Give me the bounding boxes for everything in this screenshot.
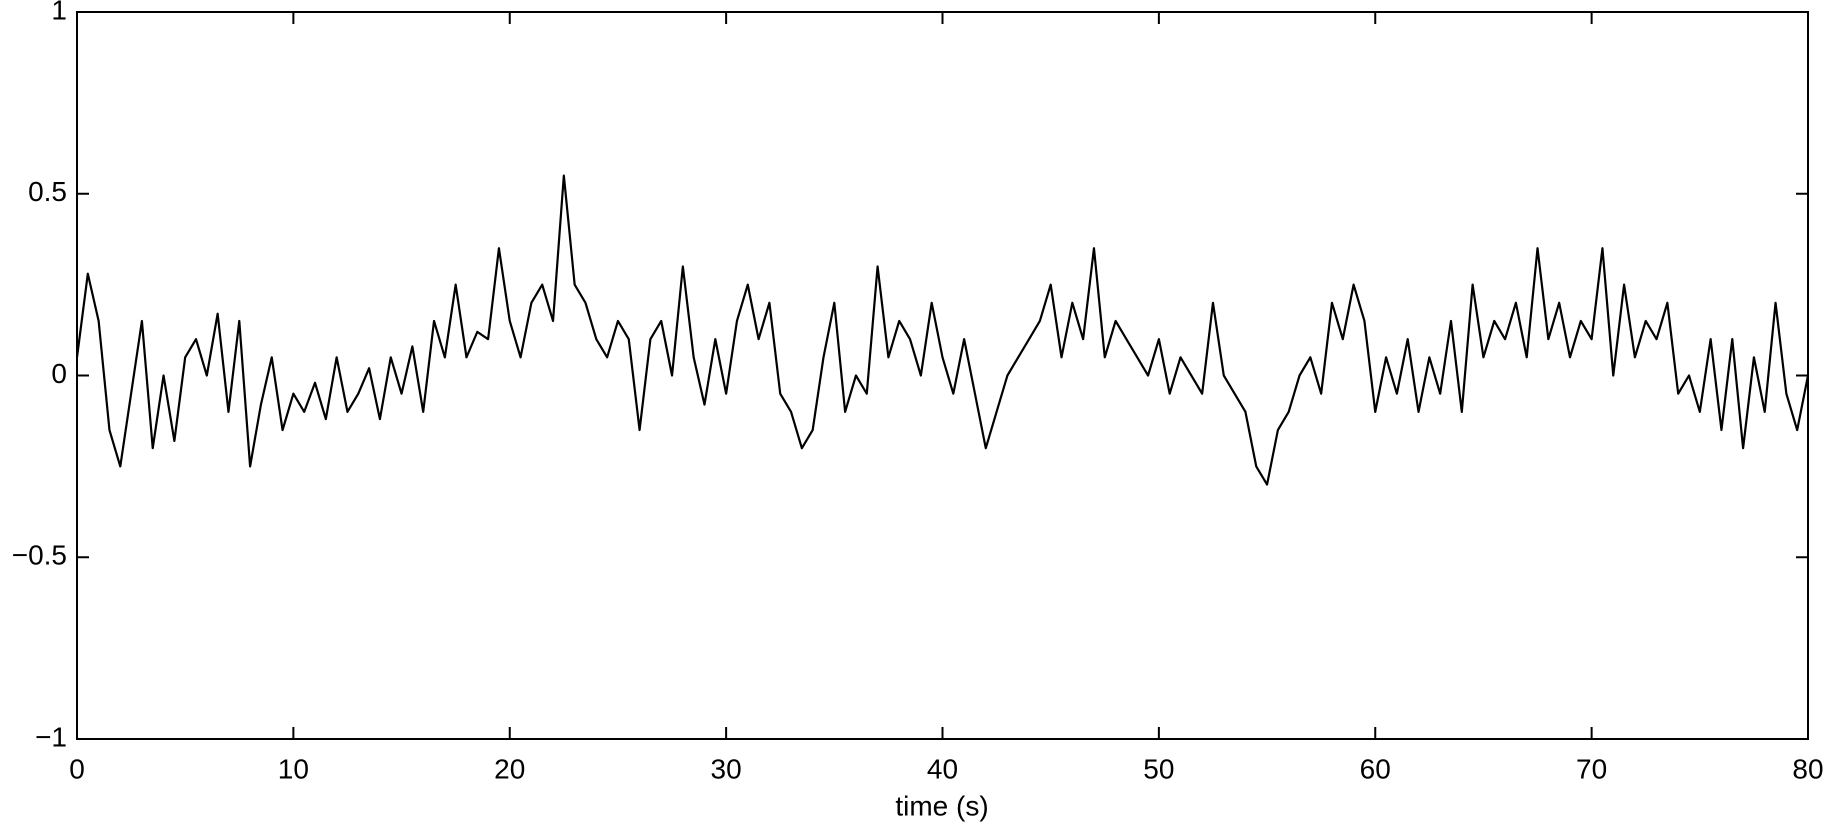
y-tick-label: 0 (51, 358, 67, 389)
x-tick-label: 20 (494, 753, 525, 784)
x-tick-label: 10 (278, 753, 309, 784)
x-tick-label: 40 (927, 753, 958, 784)
plot-frame (76, 11, 1809, 740)
y-tick-label: 1 (51, 0, 67, 25)
x-tick-label: 0 (69, 753, 85, 784)
x-tick-label: 70 (1576, 753, 1607, 784)
x-tick-label: 30 (711, 753, 742, 784)
y-tick-label: −1 (35, 721, 67, 752)
data-line (75, 174, 1810, 486)
y-tick-label: −0.5 (12, 540, 67, 571)
x-tick-label: 80 (1792, 753, 1823, 784)
y-tick-label: 0.5 (28, 176, 67, 207)
x-tick-label: 60 (1360, 753, 1391, 784)
x-axis-label: time (s) (895, 790, 988, 821)
x-tick-label: 50 (1143, 753, 1174, 784)
